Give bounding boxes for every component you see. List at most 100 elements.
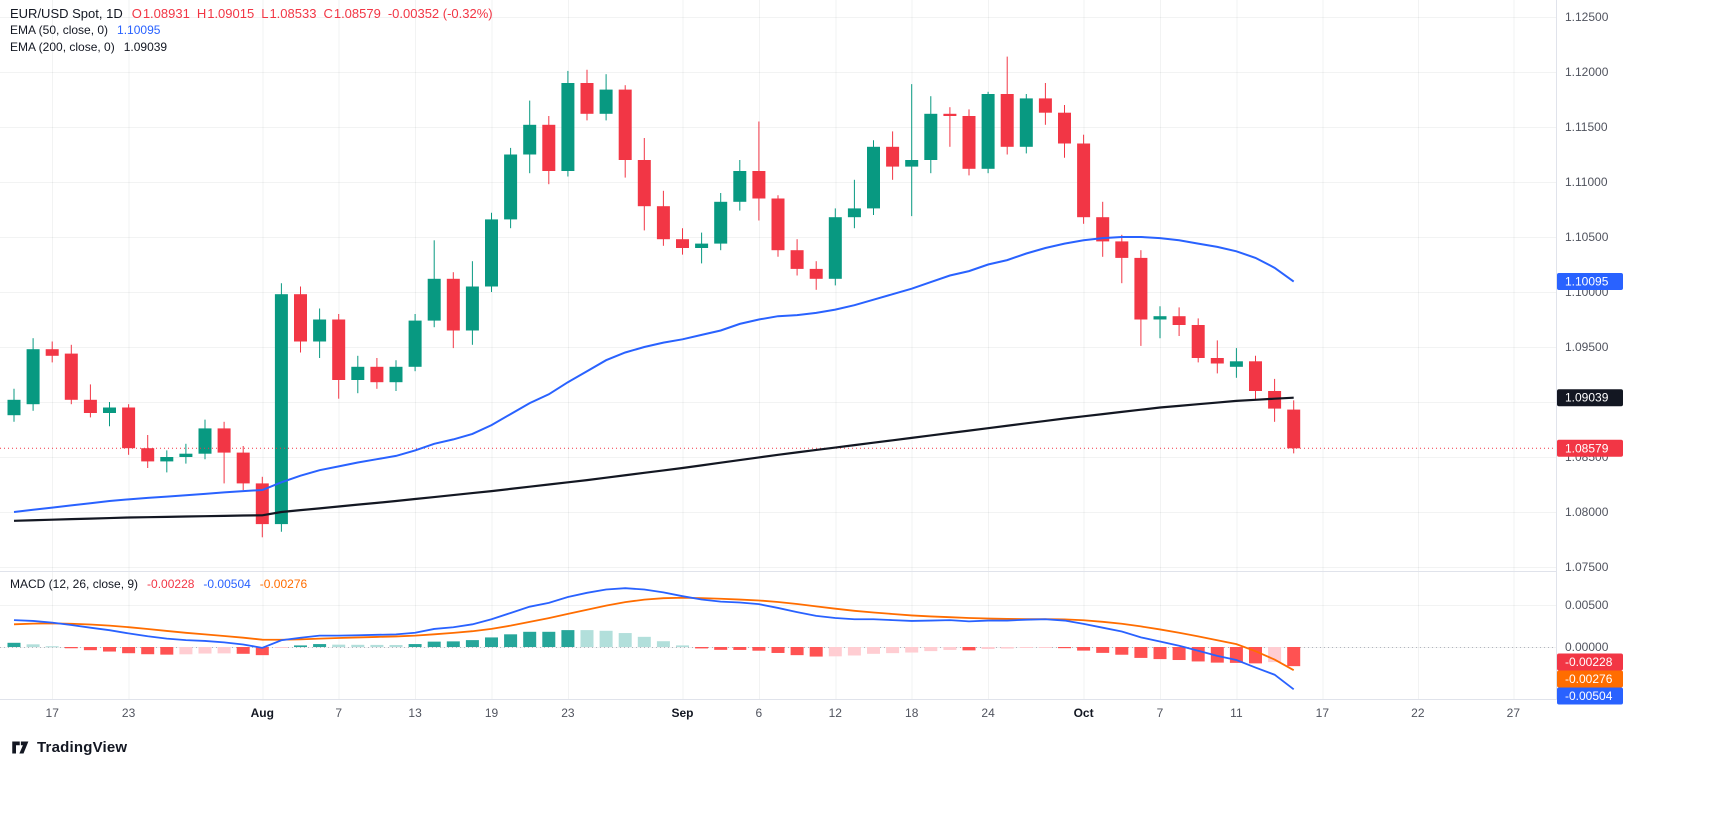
candle <box>122 404 136 455</box>
macd-bar <box>714 647 728 650</box>
macd-value-label: -0.00228 <box>1557 653 1623 671</box>
macd-bar <box>1019 647 1033 648</box>
ema50-line <box>13 236 1295 513</box>
candle <box>847 179 861 229</box>
candle <box>26 338 40 411</box>
candle <box>637 138 651 231</box>
macd-bar <box>122 647 136 654</box>
macd-bar <box>427 641 441 647</box>
macd-bar <box>504 634 518 647</box>
macd-bar <box>695 647 709 649</box>
candle <box>695 232 709 264</box>
macd-bar <box>790 647 804 656</box>
macd-bar <box>656 641 670 647</box>
macd-bar <box>389 644 403 647</box>
macd-signal-value: -0.00276 <box>259 577 308 591</box>
price-tick-label: 1.11000 <box>1565 175 1608 189</box>
macd-legend[interactable]: MACD (12, 26, close, 9) -0.00228 -0.0050… <box>10 577 307 591</box>
candle <box>370 358 384 389</box>
candle <box>255 476 269 538</box>
macd-bar <box>523 631 537 647</box>
time-tick-label: 17 <box>1316 706 1330 720</box>
indicator-legend-ema200[interactable]: EMA (200, close, 0) 1.09039 <box>10 39 493 56</box>
macd-bar <box>962 647 976 651</box>
macd-bar <box>1058 647 1071 649</box>
ohlc-open: O 1.08931 <box>131 6 190 21</box>
ohlc-values: O 1.08931 H 1.09015 L 1.08533 C 1.08579 -0.0… <box>132 5 493 22</box>
candle <box>733 160 747 211</box>
svg-text:-0.00228: -0.00228 <box>1565 655 1613 669</box>
macd-bar <box>179 647 193 655</box>
time-tick-label: 11 <box>1230 706 1243 720</box>
svg-text:1.09039: 1.09039 <box>1565 391 1609 405</box>
macd-bar <box>1172 647 1186 661</box>
price-axis[interactable]: 1.12500 1.12000 1.11500 1.11000 1.10500 1.100… <box>1556 0 1723 705</box>
macd-bar <box>370 644 384 647</box>
candle <box>790 239 804 276</box>
macd-bar <box>236 647 250 654</box>
macd-bar <box>217 647 231 654</box>
macd-label: MACD (12, 26, close, 9) <box>10 577 139 591</box>
candle <box>294 286 307 353</box>
candle <box>809 261 823 290</box>
macd-bar <box>160 647 174 655</box>
symbol-legend[interactable]: EUR/USD Spot, 1D O 1.08931 H 1.09015 L 1.08… <box>10 5 493 22</box>
candle <box>389 360 403 391</box>
candle <box>981 91 995 174</box>
time-tick-label: Aug <box>251 706 274 720</box>
candle <box>274 283 288 532</box>
time-tick-label: 18 <box>905 706 919 720</box>
macd-bar <box>847 647 861 656</box>
macd-bar <box>1096 647 1110 653</box>
time-axis[interactable]: 17 23 Aug 7 13 19 23 Sep 6 12 18 24 Oct 7 11 17 22 27 <box>0 700 1723 728</box>
macd-bar <box>905 647 919 653</box>
time-tick-label: 12 <box>829 706 843 720</box>
macd-bar <box>981 647 995 650</box>
macd-bar <box>198 647 212 654</box>
macd-bar <box>485 637 498 647</box>
candle <box>828 208 842 286</box>
candle <box>1096 201 1110 257</box>
candle <box>905 84 919 217</box>
candle <box>236 446 250 490</box>
candle <box>886 131 900 180</box>
price-label: 1.09039 <box>1557 389 1623 407</box>
price-tick-label: 1.12500 <box>1565 10 1609 24</box>
candle <box>1019 94 1033 154</box>
macd-bar <box>1249 647 1262 664</box>
candle <box>408 314 422 372</box>
candle <box>1249 355 1262 400</box>
macd-bar <box>45 646 59 648</box>
ema200-value: 1.09039 <box>123 40 168 54</box>
candle <box>465 261 479 345</box>
macd-bar <box>1000 647 1014 649</box>
macd-bar <box>83 647 97 651</box>
macd-bar <box>332 644 346 647</box>
macd-bar <box>618 633 632 647</box>
macd-bar <box>408 644 422 647</box>
candle <box>771 195 785 257</box>
macd-bar <box>809 647 823 657</box>
candle <box>332 314 346 399</box>
price-tick-label: 1.12000 <box>1565 65 1609 79</box>
time-tick-label: 19 <box>485 706 499 720</box>
candle <box>7 388 21 422</box>
candle <box>580 69 594 121</box>
tradingview-logo[interactable]: TradingView <box>10 737 127 758</box>
macd-bar <box>1287 647 1301 667</box>
candle <box>313 308 327 358</box>
candle <box>542 116 556 185</box>
candle <box>1058 105 1071 158</box>
macd-bar <box>313 644 327 647</box>
time-tick-label: 23 <box>122 706 136 720</box>
time-tick-label: 7 <box>335 706 342 720</box>
price-label: 1.08579 <box>1557 439 1623 457</box>
indicator-legend-ema50[interactable]: EMA (50, close, 0) 1.10095 <box>10 22 493 39</box>
candle <box>504 147 518 229</box>
macd-bar <box>274 647 288 648</box>
macd-bar <box>561 630 575 647</box>
candle <box>924 96 938 174</box>
macd-tick-label: 0.00500 <box>1565 598 1609 612</box>
